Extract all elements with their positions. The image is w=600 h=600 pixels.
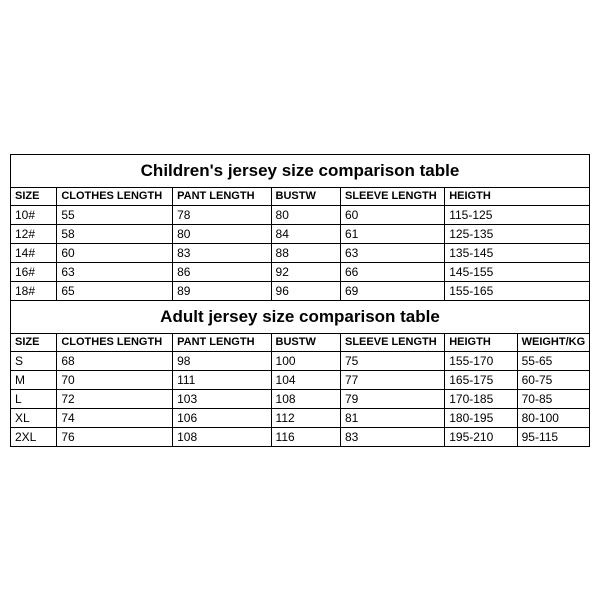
- cell-sleeve: 66: [341, 262, 445, 281]
- table-row: 14# 60 83 88 63 135-145: [11, 243, 590, 262]
- cell-bustw: 88: [271, 243, 340, 262]
- cell-size: L: [11, 389, 57, 408]
- cell-clothes: 76: [57, 427, 173, 446]
- col-height: HEIGTH: [445, 333, 517, 351]
- cell-height: 170-185: [445, 389, 517, 408]
- cell-pant: 80: [173, 224, 271, 243]
- table-row: L 72 103 108 79 170-185 70-85: [11, 389, 590, 408]
- children-header-row: SIZE CLOTHES LENGTH PANT LENGTH BUSTW SL…: [11, 187, 590, 205]
- col-bustw: BUSTW: [271, 333, 340, 351]
- cell-sleeve: 79: [341, 389, 445, 408]
- col-size: SIZE: [11, 333, 57, 351]
- adult-title-row: Adult jersey size comparison table: [11, 300, 590, 333]
- cell-clothes: 74: [57, 408, 173, 427]
- cell-size: 2XL: [11, 427, 57, 446]
- cell-pant: 111: [173, 370, 271, 389]
- cell-size: 12#: [11, 224, 57, 243]
- cell-height: 155-165: [445, 281, 590, 300]
- cell-clothes: 65: [57, 281, 173, 300]
- cell-bustw: 96: [271, 281, 340, 300]
- table-row: S 68 98 100 75 155-170 55-65: [11, 351, 590, 370]
- cell-sleeve: 77: [341, 370, 445, 389]
- cell-clothes: 63: [57, 262, 173, 281]
- col-size: SIZE: [11, 187, 57, 205]
- cell-sleeve: 63: [341, 243, 445, 262]
- cell-pant: 103: [173, 389, 271, 408]
- cell-height: 195-210: [445, 427, 517, 446]
- cell-sleeve: 81: [341, 408, 445, 427]
- children-title-row: Children's jersey size comparison table: [11, 154, 590, 187]
- cell-height: 145-155: [445, 262, 590, 281]
- cell-sleeve: 83: [341, 427, 445, 446]
- cell-size: M: [11, 370, 57, 389]
- cell-pant: 83: [173, 243, 271, 262]
- cell-size: 14#: [11, 243, 57, 262]
- cell-clothes: 58: [57, 224, 173, 243]
- cell-pant: 108: [173, 427, 271, 446]
- children-title: Children's jersey size comparison table: [11, 154, 590, 187]
- adult-header-row: SIZE CLOTHES LENGTH PANT LENGTH BUSTW SL…: [11, 333, 590, 351]
- table-row: 10# 55 78 80 60 115-125: [11, 205, 590, 224]
- col-pant-length: PANT LENGTH: [173, 187, 271, 205]
- cell-pant: 98: [173, 351, 271, 370]
- cell-clothes: 55: [57, 205, 173, 224]
- cell-clothes: 60: [57, 243, 173, 262]
- cell-sleeve: 75: [341, 351, 445, 370]
- table-row: XL 74 106 112 81 180-195 80-100: [11, 408, 590, 427]
- cell-bustw: 108: [271, 389, 340, 408]
- cell-pant: 89: [173, 281, 271, 300]
- cell-bustw: 84: [271, 224, 340, 243]
- cell-weight: 60-75: [517, 370, 589, 389]
- cell-size: S: [11, 351, 57, 370]
- cell-weight: 80-100: [517, 408, 589, 427]
- cell-clothes: 72: [57, 389, 173, 408]
- cell-height: 125-135: [445, 224, 590, 243]
- cell-weight: 70-85: [517, 389, 589, 408]
- cell-sleeve: 60: [341, 205, 445, 224]
- adult-title: Adult jersey size comparison table: [11, 300, 590, 333]
- cell-sleeve: 69: [341, 281, 445, 300]
- cell-bustw: 100: [271, 351, 340, 370]
- col-height: HEIGTH: [445, 187, 590, 205]
- col-sleeve-length: SLEEVE LENGTH: [341, 333, 445, 351]
- cell-height: 135-145: [445, 243, 590, 262]
- size-comparison-tables: Children's jersey size comparison table …: [10, 154, 590, 447]
- table-row: 2XL 76 108 116 83 195-210 95-115: [11, 427, 590, 446]
- cell-pant: 78: [173, 205, 271, 224]
- cell-bustw: 80: [271, 205, 340, 224]
- table-row: 12# 58 80 84 61 125-135: [11, 224, 590, 243]
- cell-pant: 106: [173, 408, 271, 427]
- cell-height: 180-195: [445, 408, 517, 427]
- cell-weight: 95-115: [517, 427, 589, 446]
- table-row: 16# 63 86 92 66 145-155: [11, 262, 590, 281]
- col-sleeve-length: SLEEVE LENGTH: [341, 187, 445, 205]
- cell-bustw: 112: [271, 408, 340, 427]
- cell-bustw: 92: [271, 262, 340, 281]
- col-clothes-length: CLOTHES LENGTH: [57, 187, 173, 205]
- cell-size: XL: [11, 408, 57, 427]
- cell-weight: 55-65: [517, 351, 589, 370]
- col-weight: WEIGHT/KG: [517, 333, 589, 351]
- cell-pant: 86: [173, 262, 271, 281]
- cell-height: 115-125: [445, 205, 590, 224]
- table-row: 18# 65 89 96 69 155-165: [11, 281, 590, 300]
- cell-clothes: 70: [57, 370, 173, 389]
- cell-bustw: 116: [271, 427, 340, 446]
- cell-bustw: 104: [271, 370, 340, 389]
- cell-size: 16#: [11, 262, 57, 281]
- col-bustw: BUSTW: [271, 187, 340, 205]
- size-table: Children's jersey size comparison table …: [10, 154, 590, 447]
- cell-size: 10#: [11, 205, 57, 224]
- col-clothes-length: CLOTHES LENGTH: [57, 333, 173, 351]
- col-pant-length: PANT LENGTH: [173, 333, 271, 351]
- table-row: M 70 111 104 77 165-175 60-75: [11, 370, 590, 389]
- cell-height: 155-170: [445, 351, 517, 370]
- cell-clothes: 68: [57, 351, 173, 370]
- cell-sleeve: 61: [341, 224, 445, 243]
- cell-height: 165-175: [445, 370, 517, 389]
- cell-size: 18#: [11, 281, 57, 300]
